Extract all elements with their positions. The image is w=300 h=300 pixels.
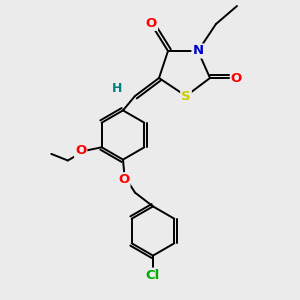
Text: N: N [192, 44, 204, 58]
Text: O: O [146, 17, 157, 30]
Text: Cl: Cl [146, 268, 160, 282]
Text: S: S [181, 89, 191, 103]
Text: O: O [118, 173, 130, 186]
Text: H: H [112, 82, 122, 95]
Text: O: O [75, 144, 86, 157]
Text: O: O [231, 71, 242, 85]
